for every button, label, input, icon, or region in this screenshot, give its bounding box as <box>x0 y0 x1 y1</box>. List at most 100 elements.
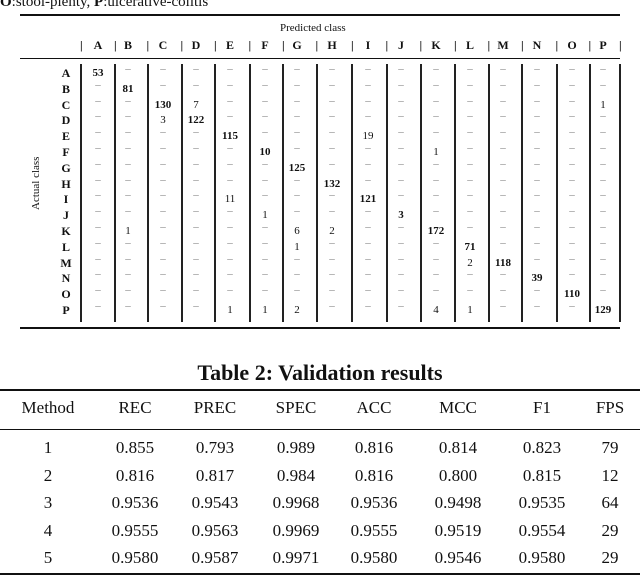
matrix-cell: – <box>534 205 540 218</box>
matrix-cell: – <box>262 284 268 297</box>
matrix-cell: – <box>467 142 473 154</box>
matrix-cell: – <box>193 189 199 202</box>
matrix-cell: – <box>193 268 199 281</box>
matrix-cell: – <box>95 110 101 123</box>
matrix-cell: – <box>262 94 268 107</box>
table2-cell: 1 <box>43 438 53 457</box>
table2-cell: 0.9498 <box>434 493 482 512</box>
table2-cell: 12 <box>601 465 619 485</box>
matrix-cell: – <box>262 78 268 91</box>
matrix-cell: – <box>433 126 439 139</box>
matrix-cell: – <box>193 173 199 186</box>
column-divider <box>180 64 183 322</box>
matrix-cell: – <box>600 142 606 154</box>
matrix-cell: – <box>500 221 506 233</box>
matrix-cell: – <box>433 284 439 297</box>
matrix-cell: – <box>398 173 404 186</box>
matrix-cell: – <box>534 126 540 139</box>
matrix-cell: – <box>193 157 199 170</box>
matrix-cell: – <box>294 268 300 281</box>
matrix-cell: – <box>600 157 606 170</box>
matrix-cell: – <box>569 268 575 281</box>
column-header-b: B <box>123 38 132 52</box>
matrix-cell: – <box>329 110 335 123</box>
table2-cell: 0.817 <box>195 465 235 485</box>
matrix-cell: – <box>262 173 268 186</box>
matrix-cell: – <box>534 78 540 91</box>
matrix-cell: – <box>125 252 131 265</box>
column-divider <box>619 64 621 322</box>
matrix-cell: – <box>500 300 506 312</box>
table2-cell: 0.9968 <box>272 493 320 512</box>
matrix-cell: – <box>160 284 166 297</box>
matrix-cell: – <box>160 268 166 281</box>
column-divider <box>385 64 388 322</box>
matrix-cell: 3 <box>160 114 166 127</box>
matrix-cell: – <box>500 94 506 107</box>
matrix-cell: – <box>467 63 473 75</box>
column-header-l: L <box>465 38 474 52</box>
matrix-cell: – <box>95 236 101 249</box>
matrix-cell: – <box>534 63 540 75</box>
table2-cell: 0.816 <box>354 438 394 457</box>
matrix-cell: – <box>329 268 335 281</box>
matrix-cell: – <box>294 63 300 75</box>
table2-header-f1: F1 <box>533 398 551 417</box>
matrix-cell: – <box>433 189 439 202</box>
table2-header-method: Method <box>21 398 75 417</box>
matrix-cell: – <box>329 284 335 297</box>
matrix-cell: – <box>433 268 439 281</box>
matrix-cell: – <box>500 205 506 218</box>
row-label-j: J <box>63 208 69 223</box>
matrix-cell: 130 <box>154 98 172 111</box>
matrix-cell: – <box>95 284 101 297</box>
row-label-o: O <box>61 287 71 302</box>
matrix-cell: – <box>294 78 300 91</box>
header-divider: | <box>248 38 252 52</box>
column-divider <box>521 64 523 322</box>
matrix-cell: – <box>262 268 268 281</box>
row-label-n: N <box>61 271 71 286</box>
matrix-cell: – <box>329 63 335 75</box>
table2-bottom-rule <box>0 573 640 575</box>
matrix-cell: – <box>433 78 439 91</box>
matrix-cell: – <box>329 205 335 218</box>
matrix-cell: – <box>125 63 131 75</box>
table2-cell: 5 <box>43 548 53 567</box>
matrix-cell: – <box>193 284 199 297</box>
matrix-cell: – <box>365 142 371 154</box>
matrix-cell: – <box>125 205 131 218</box>
matrix-cell: – <box>600 189 606 202</box>
column-header-a: A <box>93 38 103 52</box>
matrix-cell: – <box>95 268 101 281</box>
matrix-cell: – <box>569 157 575 170</box>
column-divider <box>146 64 149 322</box>
row-label-divider <box>80 64 82 322</box>
row-label-g: G <box>61 160 71 175</box>
column-header-i: I <box>365 38 371 52</box>
matrix-cell: – <box>500 189 506 202</box>
matrix-cell: – <box>227 142 233 154</box>
matrix-cell: – <box>600 78 606 91</box>
matrix-cell: – <box>227 205 233 218</box>
matrix-cell: – <box>398 221 404 233</box>
matrix-cell: – <box>160 126 166 139</box>
matrix-cell: – <box>467 110 473 123</box>
matrix-cell: – <box>365 284 371 297</box>
matrix-cell: – <box>467 284 473 297</box>
matrix-cell: – <box>227 94 233 107</box>
matrix-cell: – <box>398 236 404 249</box>
matrix-cell: – <box>160 252 166 265</box>
table2-cell: 0.814 <box>438 438 478 457</box>
matrix-cell: – <box>500 142 506 154</box>
table2-cell: 0.816 <box>354 465 394 485</box>
caption-text-p: :ulcerative-colitis <box>103 0 209 10</box>
matrix-cell: – <box>600 236 606 249</box>
matrix-cell: – <box>125 157 131 170</box>
column-divider <box>282 64 284 322</box>
matrix-cell: – <box>467 173 473 186</box>
matrix-cell: – <box>95 205 101 218</box>
matrix-cell: – <box>160 300 166 312</box>
bottom-rule <box>20 327 620 329</box>
matrix-cell: 125 <box>288 161 306 174</box>
